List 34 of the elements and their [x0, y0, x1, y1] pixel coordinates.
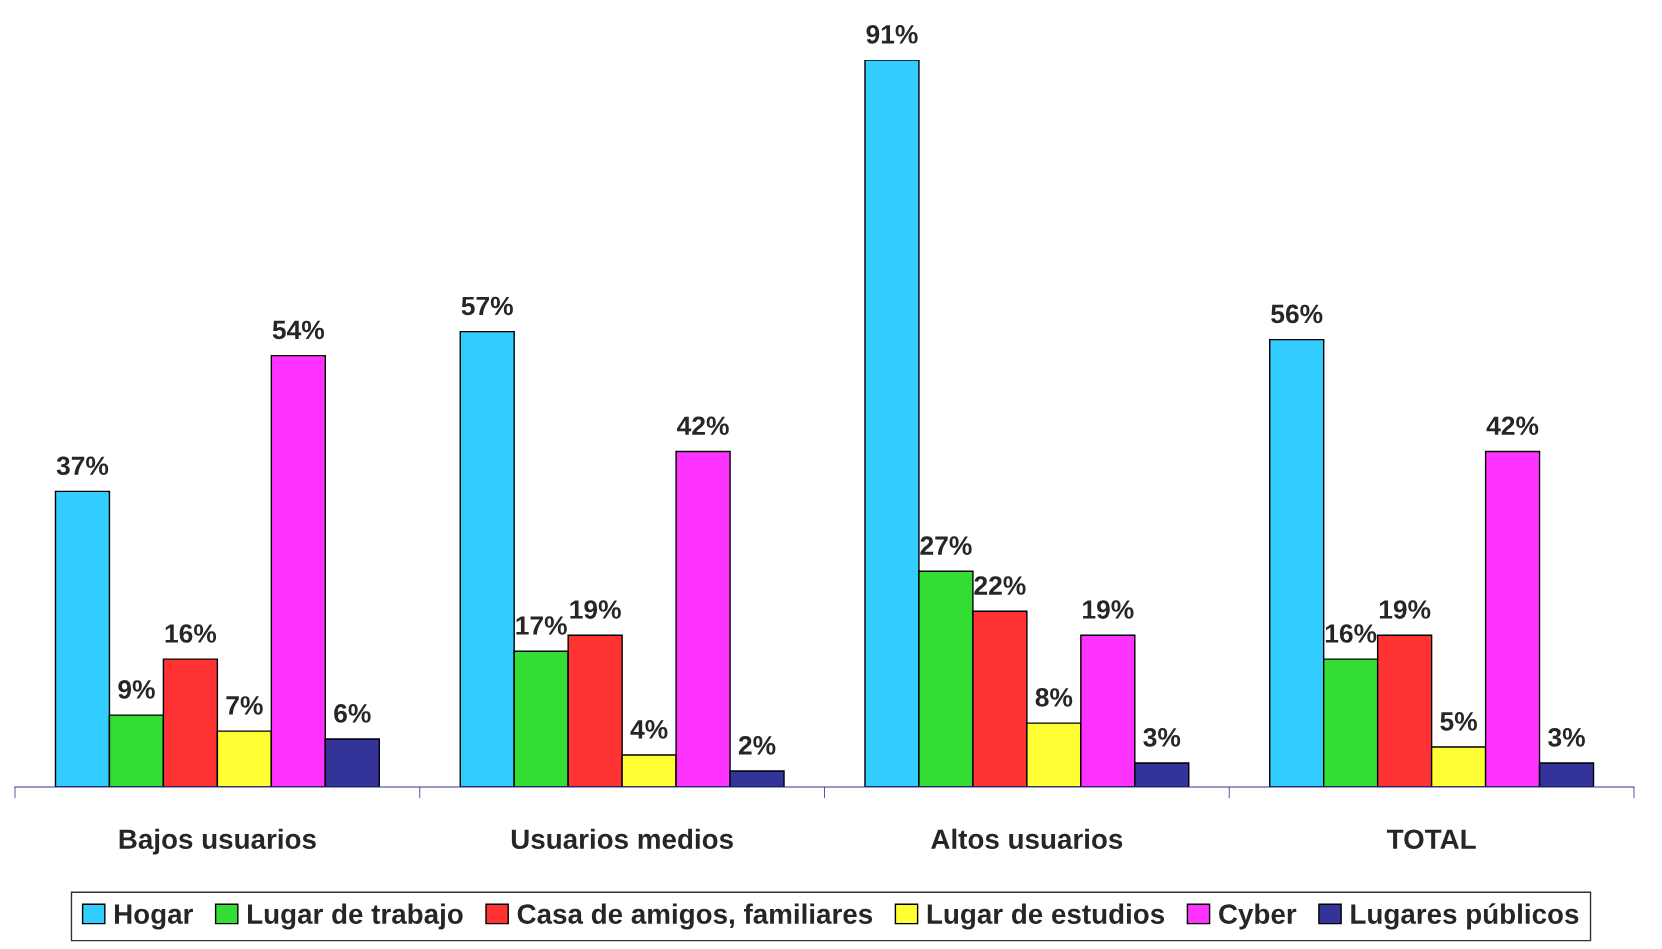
data-label: 16% [165, 624, 217, 643]
legend-label: Lugar de trabajo [248, 903, 463, 930]
x-tick-label: Bajos usuarios [119, 828, 316, 855]
data-label: 3% [1143, 728, 1181, 747]
data-label: 17% [516, 616, 567, 635]
data-label: 42% [1486, 416, 1539, 436]
data-label: 4% [630, 720, 668, 739]
legend-label: Lugar de estudios [927, 903, 1165, 930]
legend-label: Lugares públicos [1351, 903, 1579, 930]
data-label: 42% [677, 416, 729, 436]
data-label: 56% [1271, 304, 1323, 324]
data-label: 54% [272, 320, 325, 340]
data-label: 91% [866, 24, 918, 44]
data-label: 19% [1379, 600, 1431, 619]
legend-label: Hogar [115, 904, 193, 930]
data-label: 19% [1083, 600, 1134, 619]
data-label: 9% [118, 680, 155, 699]
data-label: 19% [570, 600, 621, 619]
data-label: 8% [1035, 688, 1073, 707]
x-tick-label: TOTAL [1386, 829, 1476, 850]
data-label: 5% [1440, 712, 1477, 731]
data-label: 22% [974, 576, 1026, 595]
data-label: 27% [920, 536, 972, 555]
data-label: 37% [56, 456, 109, 476]
data-label: 2% [738, 736, 776, 755]
data-label: 6% [334, 704, 371, 723]
data-label: 57% [461, 296, 513, 316]
data-label: 3% [1548, 728, 1585, 747]
legend-label: Casa de amigos, familiares [517, 903, 873, 930]
data-label: 16% [1325, 624, 1377, 643]
data-label: 7% [226, 696, 263, 715]
legend-label: Cyber [1219, 903, 1297, 930]
x-tick-label: Usuarios medios [511, 828, 733, 850]
x-tick-label: Altos usuarios [931, 828, 1123, 850]
